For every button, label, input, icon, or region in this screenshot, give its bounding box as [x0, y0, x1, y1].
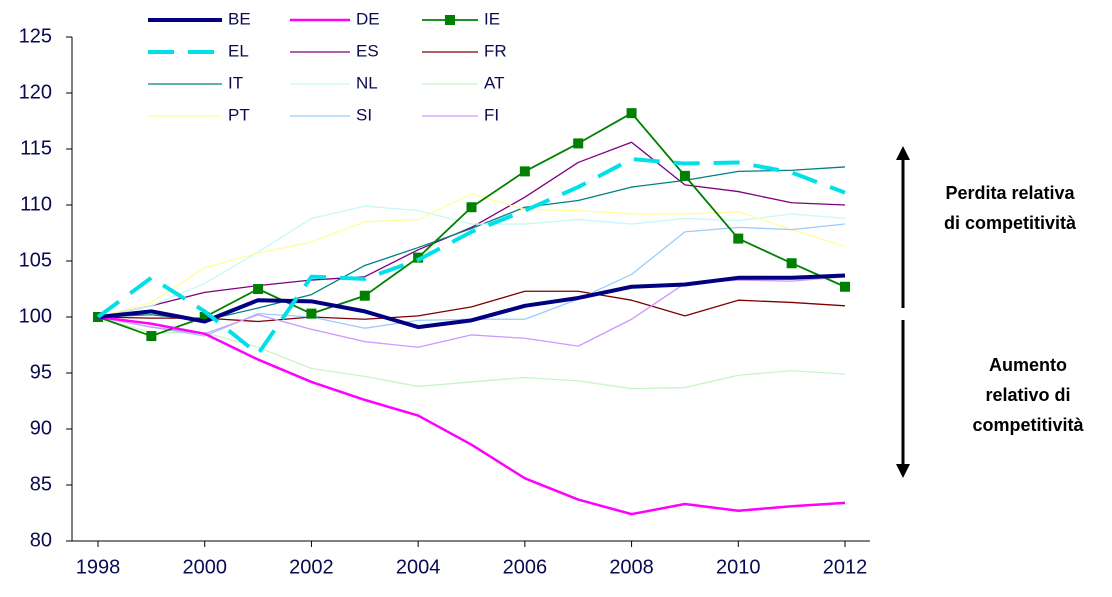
y-tick-label: 120 [19, 81, 52, 103]
y-tick-label: 100 [19, 305, 52, 327]
x-tick-label: 2008 [609, 556, 654, 578]
x-tick-label: 2006 [503, 556, 548, 578]
legend-label: ES [356, 41, 379, 60]
y-tick-label: 90 [30, 417, 52, 439]
legend-label: EL [228, 41, 249, 60]
point-marker [359, 290, 370, 301]
point-marker [626, 108, 637, 119]
arrow-down [896, 320, 910, 478]
series-line [97, 290, 846, 323]
y-tick-label: 115 [20, 137, 52, 159]
y-tick-label: 125 [19, 25, 52, 47]
series-line [96, 157, 846, 356]
series-line [97, 316, 846, 390]
series-line [97, 193, 846, 318]
point-marker [253, 284, 264, 294]
legend-label: IE [484, 9, 500, 28]
legend-label: DE [356, 9, 380, 28]
annotation: Aumento [989, 355, 1067, 375]
point-marker [573, 138, 584, 149]
y-tick-label: 110 [20, 193, 52, 215]
point-marker [466, 202, 477, 213]
y-tick-label: 95 [30, 361, 52, 383]
arrow-up [896, 146, 910, 308]
point-marker [679, 170, 690, 181]
legend-label: IT [228, 73, 243, 92]
annotation: competitività [972, 415, 1084, 435]
point-marker [840, 281, 850, 292]
x-tick-label: 2012 [823, 556, 868, 578]
point-marker [733, 233, 744, 244]
legend-label: FR [484, 41, 507, 60]
x-tick-label: 2002 [289, 556, 334, 578]
series-line [97, 205, 846, 318]
point-marker [786, 258, 797, 269]
legend-label: SI [356, 105, 372, 124]
point-marker [306, 308, 317, 319]
legend-marker [445, 15, 455, 25]
x-tick-label: 2004 [396, 556, 441, 578]
point-marker [146, 331, 157, 342]
legend-label: FI [484, 105, 499, 124]
point-marker [519, 166, 530, 177]
legend-label: BE [228, 9, 251, 28]
y-tick-label: 85 [30, 473, 52, 495]
annotation: relativo di [985, 385, 1070, 405]
annotation: di competitività [944, 213, 1077, 233]
legend-label: AT [484, 73, 504, 92]
annotation: Perdita relativa [945, 183, 1075, 203]
legend-label: NL [356, 73, 378, 92]
series-line [97, 166, 846, 322]
y-tick-label: 80 [30, 529, 52, 551]
x-tick-label: 1998 [76, 556, 121, 578]
y-tick-label: 105 [19, 249, 52, 271]
series-line [97, 141, 846, 318]
series-line [97, 315, 846, 516]
x-tick-label: 2010 [716, 556, 761, 578]
legend-label: PT [228, 105, 250, 124]
point-marker [199, 312, 210, 322]
x-tick-label: 2000 [182, 556, 227, 578]
series-line [97, 273, 846, 330]
